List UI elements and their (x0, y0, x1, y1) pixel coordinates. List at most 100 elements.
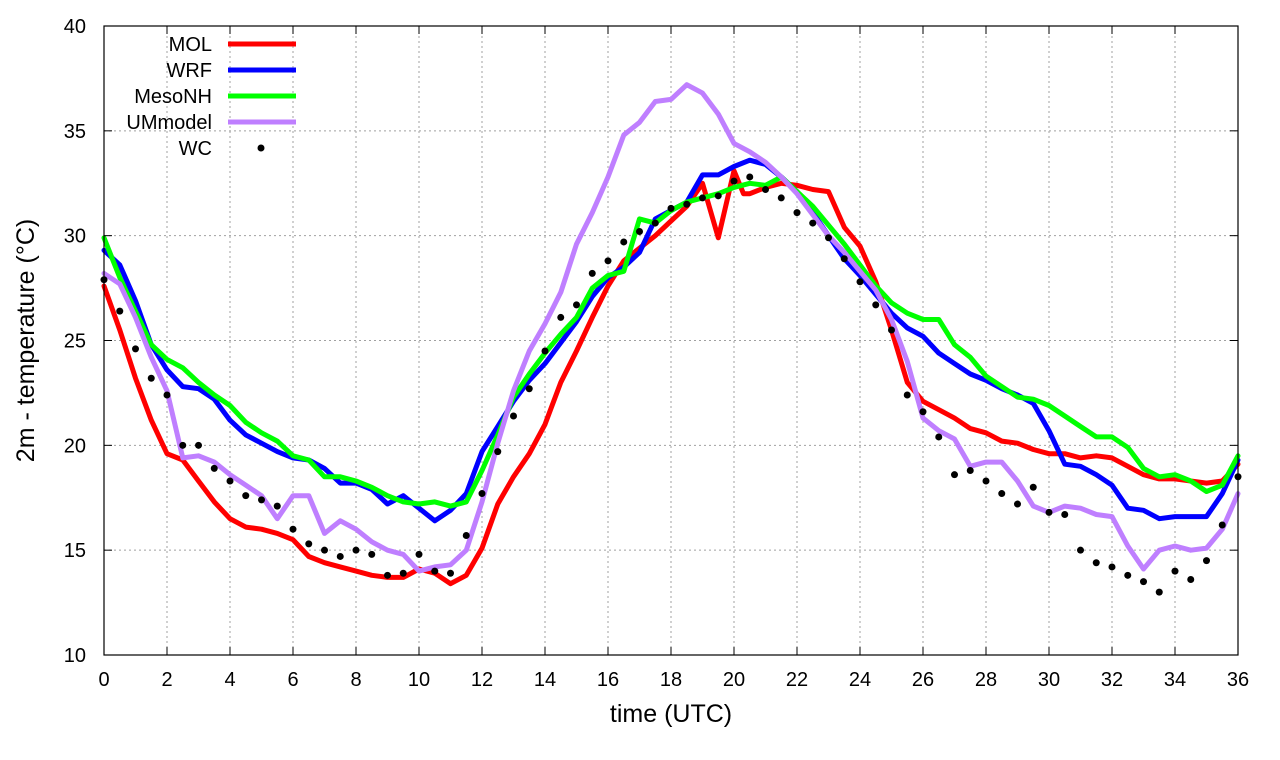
series-point-wc (116, 307, 124, 315)
y-tick-label: 30 (64, 226, 86, 248)
series-point-wc (651, 219, 659, 227)
y-tick-label: 15 (64, 540, 86, 562)
series-point-wc (604, 257, 612, 265)
series-point-wc (573, 301, 580, 309)
series-point-wc (399, 569, 407, 577)
x-tick-label: 14 (534, 669, 556, 691)
series-point-wc (714, 192, 722, 200)
x-tick-label: 28 (975, 669, 997, 691)
series-point-wc (462, 531, 470, 539)
x-tick-label: 18 (660, 669, 682, 691)
series-point-wc (667, 204, 675, 212)
series-point-wc (636, 227, 643, 235)
y-tick-label: 20 (64, 435, 86, 457)
x-tick-label: 24 (849, 669, 871, 691)
series-point-wc (966, 466, 974, 474)
series-point-wc (1155, 588, 1163, 596)
series-point-wc (147, 374, 155, 382)
y-tick-label: 25 (64, 331, 86, 353)
series-group (100, 82, 1242, 596)
x-tick-label: 10 (408, 669, 430, 691)
series-point-wc (793, 209, 801, 217)
series-point-wc (919, 408, 927, 416)
series-point-wc (872, 301, 880, 309)
series-point-wc (746, 173, 754, 181)
series-point-wc (1187, 576, 1195, 584)
series-point-wc (368, 550, 376, 558)
series-point-wc (431, 567, 439, 575)
series-point-wc (415, 550, 423, 558)
series-point-wc (352, 546, 360, 554)
series-point-wc (998, 490, 1006, 498)
series-point-wc (494, 448, 502, 456)
y-tick-label: 35 (64, 121, 86, 143)
legend-label-wc: WC (179, 138, 212, 160)
x-tick-label: 36 (1227, 669, 1249, 691)
series-point-wc (557, 313, 565, 321)
series-point-wc (951, 471, 958, 479)
x-tick-label: 8 (350, 669, 361, 691)
series-point-wc (336, 552, 344, 560)
series-point-wc (1045, 508, 1053, 516)
y-tick-label: 10 (64, 645, 86, 667)
series-point-wc (1014, 500, 1021, 508)
series-point-wc (809, 219, 817, 227)
x-axis-label: time (UTC) (610, 700, 732, 728)
series-point-wc (132, 345, 139, 353)
axis-ticks: 0 2 4 6 8 10 12 14 16 18 20 22 24 26 28 30 32 34 361015202… (64, 16, 1249, 691)
series-point-wc (620, 238, 628, 246)
series-point-wc (840, 255, 848, 263)
series-point-wc (1203, 557, 1210, 565)
x-tick-label: 16 (597, 669, 619, 691)
x-tick-label: 22 (786, 669, 808, 691)
series-point-wc (699, 194, 706, 202)
series-point-wc (525, 385, 533, 393)
series-point-wc (242, 492, 250, 500)
y-tick-label: 40 (64, 16, 86, 38)
series-point-wc (1171, 567, 1179, 575)
series-point-wc (447, 569, 454, 577)
x-tick-label: 20 (723, 669, 745, 691)
legend-label-mol: MOL (169, 34, 212, 56)
x-tick-label: 30 (1038, 669, 1060, 691)
series-point-wc (478, 490, 486, 498)
series-point-wc (1029, 483, 1037, 491)
series-point-wc (888, 326, 895, 334)
series-point-wc (384, 571, 391, 579)
x-tick-label: 32 (1101, 669, 1123, 691)
series-point-wc (588, 269, 596, 277)
series-point-wc (903, 391, 911, 399)
series-point-wc (825, 234, 832, 242)
x-tick-label: 12 (471, 669, 493, 691)
legend-label-mesonh: MesoNH (134, 86, 212, 108)
series-point-wc (258, 496, 265, 504)
x-tick-label: 34 (1164, 669, 1186, 691)
series-point-wc (210, 464, 218, 472)
series-point-wc (289, 525, 297, 533)
series-point-wc (982, 477, 990, 485)
series-point-wc (195, 441, 202, 449)
series-point-wc (273, 502, 281, 510)
series-point-wc (935, 433, 943, 441)
series-point-wc (1061, 511, 1069, 519)
x-tick-label: 26 (912, 669, 934, 691)
series-point-wc (179, 441, 187, 449)
legend-label-ummodel: UMmodel (126, 112, 212, 134)
series-point-wc (1218, 521, 1226, 529)
x-tick-label: 4 (224, 669, 235, 691)
legend: MOL WRF MesoNH UMmodel WC (126, 34, 296, 160)
x-tick-label: 2 (161, 669, 172, 691)
series-point-wc (683, 200, 691, 208)
series-point-wc (777, 194, 785, 202)
series-point-wc (321, 546, 328, 554)
series-point-wc (1108, 563, 1116, 571)
series-point-wc (510, 412, 517, 420)
legend-swatch-wc (257, 144, 265, 152)
series-point-wc (730, 177, 738, 185)
series-point-wc (541, 347, 549, 355)
series-point-wc (1124, 571, 1132, 579)
series-point-wc (1092, 559, 1100, 567)
series-point-wc (1077, 546, 1084, 554)
